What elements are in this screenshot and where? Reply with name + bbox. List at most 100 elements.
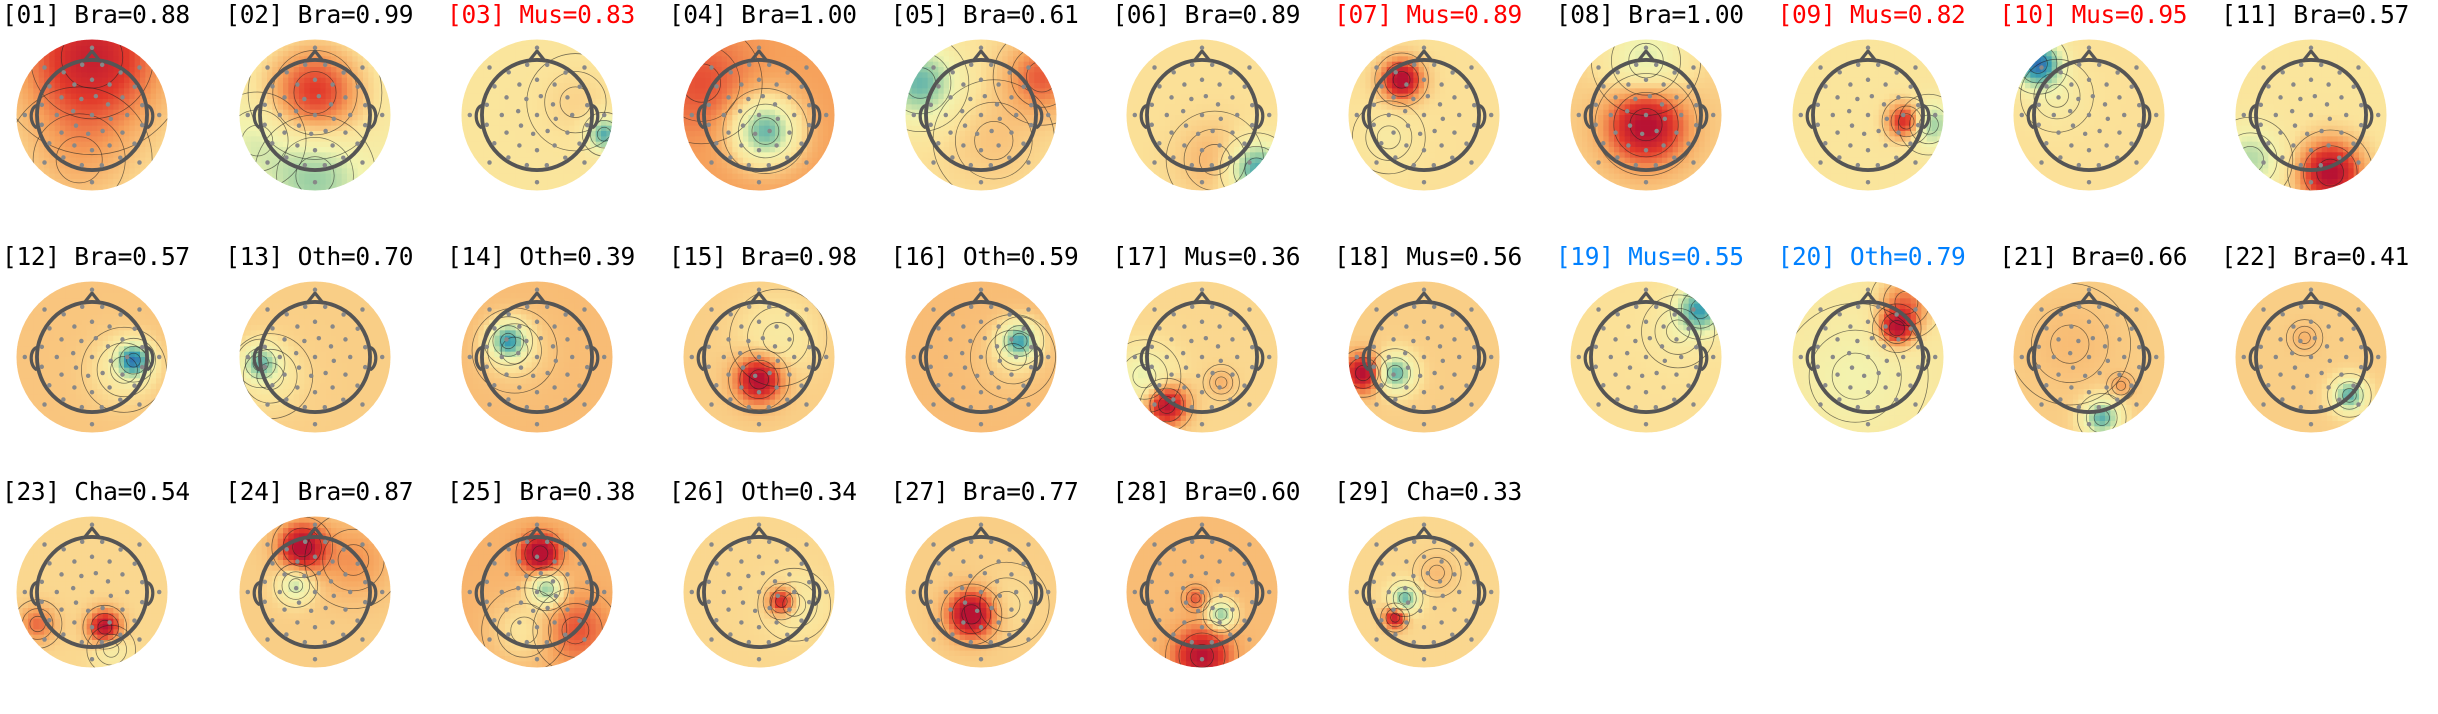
electrode-dot	[1200, 113, 1204, 117]
electrode-dot	[1243, 562, 1247, 566]
electrode-dot	[1150, 103, 1154, 107]
electrode-dot	[47, 84, 51, 88]
electrode-dot	[331, 560, 335, 564]
electrode-dot	[1835, 372, 1839, 376]
electrode-dot	[500, 355, 504, 359]
electrode-dot	[2037, 344, 2041, 348]
component-score: 1.00	[799, 0, 857, 29]
electrode-dot	[545, 640, 549, 644]
electrode-dot	[741, 123, 745, 127]
electrode-dot	[1432, 129, 1436, 133]
electrode-dot	[120, 337, 124, 341]
electrode-dot	[90, 319, 94, 323]
electrode-dot	[1210, 63, 1214, 67]
electrode-dot	[1465, 326, 1469, 330]
electrode-dot	[931, 543, 935, 547]
electrode-dot	[1672, 155, 1676, 159]
electrode-dot	[602, 113, 606, 117]
electrode-dot	[2116, 70, 2120, 74]
electrode-dot	[582, 543, 586, 547]
electrode-dot	[760, 336, 764, 340]
electrode-dot	[552, 82, 556, 86]
electrode-dot	[1372, 123, 1376, 127]
electrode-dot	[799, 141, 803, 145]
head-topomap	[1566, 34, 1726, 196]
electrode-dot	[969, 540, 973, 544]
electrode-dot	[1432, 640, 1436, 644]
electrode-dot	[363, 103, 367, 107]
electrode-dot	[996, 324, 1000, 328]
electrode-dot	[118, 397, 122, 401]
electrode-dot	[1633, 163, 1637, 167]
electrode-dot	[2293, 123, 2297, 127]
electrode-dot	[1876, 371, 1880, 375]
electrode-dot	[807, 600, 811, 604]
electrode-dot	[760, 94, 764, 98]
electrode-dot	[2070, 82, 2074, 86]
electrode-dot	[2037, 364, 2041, 368]
electrode-dot	[1170, 608, 1174, 612]
electrode-dot	[774, 560, 778, 564]
electrode-dot	[2356, 307, 2360, 311]
electrode-dot	[1267, 113, 1271, 117]
electrode-dot	[86, 609, 90, 613]
electrode-dot	[1865, 390, 1869, 394]
electrode-dot	[517, 385, 521, 389]
electrode-dot	[994, 102, 998, 106]
electrode-dot	[1672, 312, 1676, 316]
electrode-dot	[2071, 123, 2075, 127]
electrode-dot	[59, 573, 63, 577]
electrode-dot	[1653, 405, 1657, 409]
electrode-dot	[1379, 84, 1383, 88]
electrode-dot	[1694, 345, 1698, 349]
electrode-dot	[516, 109, 520, 113]
electrode-dot	[804, 307, 808, 311]
component-title: [21] Bra=0.66	[1999, 242, 2187, 272]
electrode-dot	[525, 540, 529, 544]
electrode-dot	[738, 109, 742, 113]
electrode-dot	[2115, 155, 2119, 159]
electrode-dot	[1150, 123, 1154, 127]
electrode-dot	[565, 337, 569, 341]
electrode-dot	[2077, 304, 2081, 308]
electrode-dot	[40, 103, 44, 107]
electrode-dot	[1472, 123, 1476, 127]
electrode-dot	[757, 148, 761, 152]
electrode-dot	[709, 65, 713, 69]
component-topomap: [17] Mus=0.36	[1112, 244, 1337, 479]
head-topomap	[1122, 276, 1282, 438]
electrode-dot	[2087, 113, 2091, 117]
electrode-dot	[295, 82, 299, 86]
electrode-dot	[1644, 319, 1648, 323]
electrode-dot	[1849, 123, 1853, 127]
electrode-dot	[295, 385, 299, 389]
electrode-dot	[1009, 95, 1013, 99]
electrode-dot	[118, 312, 122, 316]
electrode-dot	[1379, 562, 1383, 566]
electrode-dot	[1229, 70, 1233, 74]
electrode-dot	[363, 365, 367, 369]
electrode-dot	[1432, 163, 1436, 167]
electrode-dot	[1848, 324, 1852, 328]
electrode-dot	[348, 113, 352, 117]
electrode-dot	[1021, 383, 1025, 387]
electrode-dot	[1411, 339, 1415, 343]
electrode-dot	[1182, 560, 1186, 564]
electrode-dot	[2280, 155, 2284, 159]
electrode-dot	[931, 638, 935, 642]
electrode-dot	[331, 385, 335, 389]
electrode-dot	[332, 358, 336, 362]
electrode-dot	[109, 117, 113, 121]
component-index: [26]	[669, 477, 727, 506]
electrode-dot	[118, 633, 122, 637]
electrode-dot	[1021, 619, 1025, 623]
electrode-dot	[570, 113, 574, 117]
electrode-dot	[137, 402, 141, 406]
electrode-dot	[363, 580, 367, 584]
component-label: Oth	[963, 242, 1006, 271]
electrode-dot	[1876, 63, 1880, 67]
electrode-dot	[2266, 84, 2270, 88]
electrode-dot	[1908, 326, 1912, 330]
electrode-dot	[2352, 84, 2356, 88]
component-topomap: [05] Bra=0.61	[891, 2, 1116, 237]
